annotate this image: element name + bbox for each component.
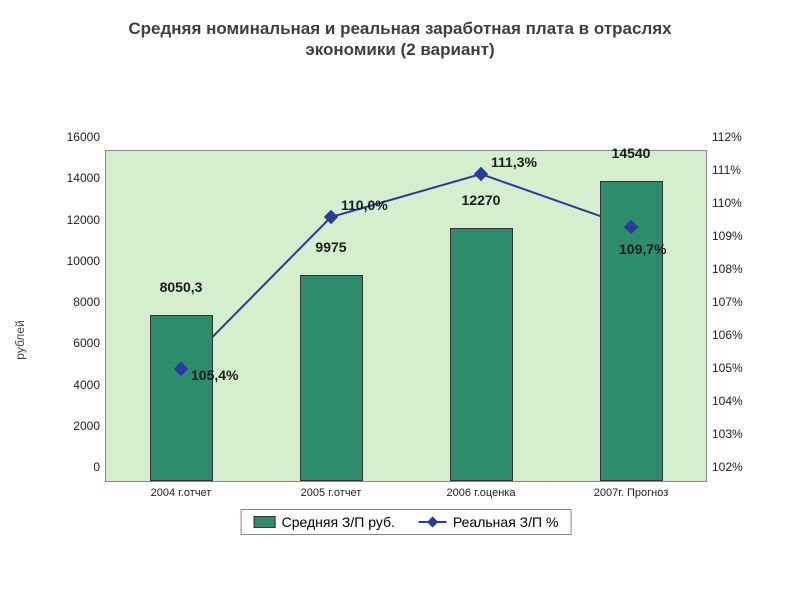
chart-title-line2: экономики (2 вариант) (60, 39, 740, 60)
legend-swatch-bar-icon (254, 516, 276, 528)
bar-value-label: 14540 (612, 145, 651, 161)
y-left-tick: 14000 (67, 171, 100, 185)
x-category-label: 2007г. Прогноз (594, 487, 669, 499)
y-right-tick: 106% (712, 328, 743, 342)
y-left-tick: 10000 (67, 254, 100, 268)
x-category-label: 2005 г.отчет (301, 487, 362, 499)
line-value-label: 105,4% (191, 367, 238, 383)
legend-bar-label: Средняя З/П руб. (282, 514, 395, 530)
line-value-label: 109,7% (619, 241, 666, 257)
legend-item-bar: Средняя З/П руб. (254, 514, 395, 530)
y-left-tick: 12000 (67, 213, 100, 227)
chart-title: Средняя номинальная и реальная заработна… (0, 0, 800, 69)
bar (450, 228, 513, 481)
bar (150, 315, 213, 481)
y-left-tick: 16000 (67, 130, 100, 144)
bar-value-label: 9975 (315, 239, 346, 255)
y-left-tick: 4000 (73, 378, 100, 392)
y-left-tick: 0 (93, 460, 100, 474)
legend-swatch-line-icon (419, 515, 447, 529)
line-value-label: 110,0% (341, 197, 388, 213)
bar (300, 275, 363, 481)
y-right-tick: 108% (712, 262, 743, 276)
y-left-tick: 2000 (73, 419, 100, 433)
y-right-tick: 102% (712, 460, 743, 474)
y-right-tick: 104% (712, 394, 743, 408)
y-right-tick: 103% (712, 427, 743, 441)
x-category-label: 2006 г.оценка (447, 487, 516, 499)
y-right-tick: 109% (712, 229, 743, 243)
x-category-label: 2004 г.отчет (151, 487, 212, 499)
line-value-label: 111,3% (491, 154, 537, 170)
plot-area: Средняя З/П руб. Реальная З/П % 02000400… (105, 150, 707, 482)
y-axis-left-label: рублей (13, 320, 27, 359)
y-left-tick: 8000 (73, 295, 100, 309)
bar-value-label: 8050,3 (160, 279, 203, 295)
legend-line-label: Реальная З/П % (453, 514, 559, 530)
chart-title-line1: Средняя номинальная и реальная заработна… (60, 18, 740, 39)
y-right-tick: 107% (712, 295, 743, 309)
y-right-tick: 110% (712, 196, 742, 210)
y-right-tick: 105% (712, 361, 743, 375)
y-right-tick: 112% (712, 130, 742, 144)
legend: Средняя З/П руб. Реальная З/П % (241, 509, 572, 535)
y-left-tick: 6000 (73, 336, 100, 350)
legend-item-line: Реальная З/П % (419, 514, 559, 530)
bar-value-label: 12270 (462, 192, 501, 208)
chart-container: рублей Средняя З/П руб. Реальная З/П % 0… (30, 140, 770, 540)
y-right-tick: 111% (712, 163, 741, 177)
